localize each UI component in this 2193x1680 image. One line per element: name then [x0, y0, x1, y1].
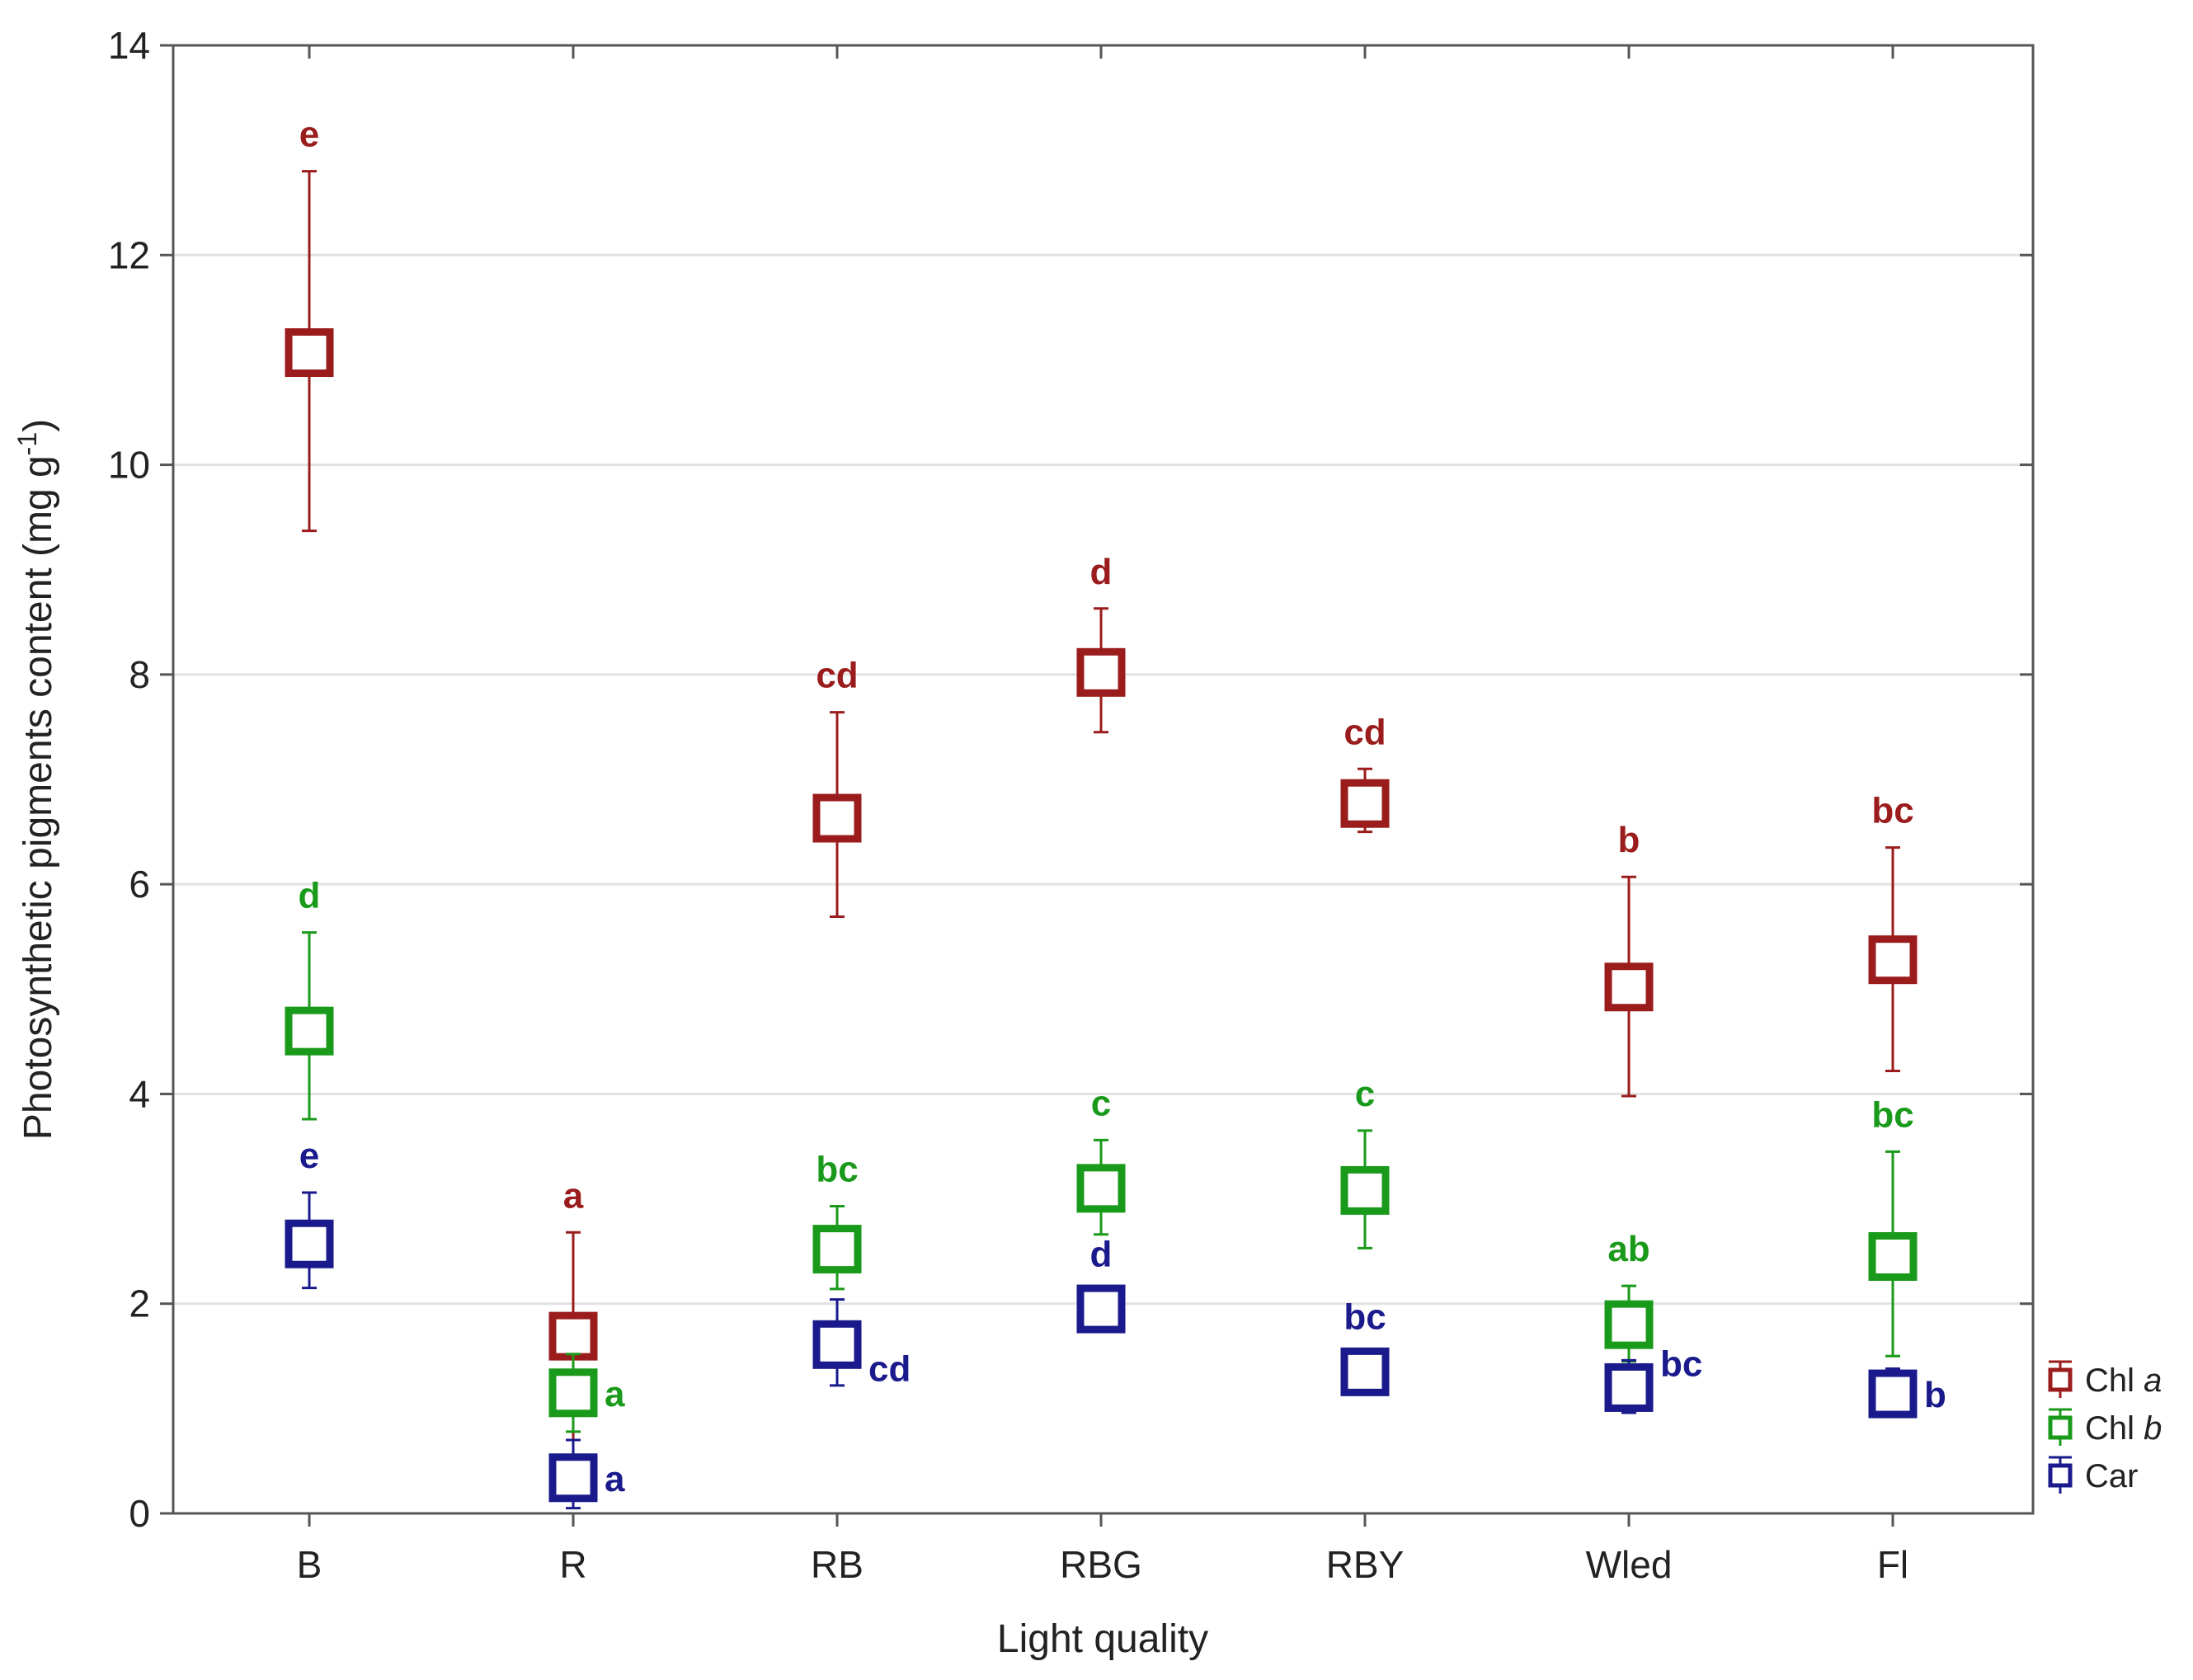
y-tick-label: 10 — [108, 444, 150, 487]
significance-label: bc — [1871, 1094, 1913, 1135]
data-point — [1868, 1369, 1918, 1419]
y-axis-title-close: ) — [16, 419, 60, 432]
significance-label: e — [299, 1136, 319, 1176]
legend-label: Chl b — [2085, 1410, 2162, 1447]
y-tick-label: 8 — [129, 653, 150, 696]
data-point — [1076, 647, 1126, 697]
data-point — [1340, 1347, 1390, 1396]
legend-swatch — [2048, 1415, 2073, 1440]
x-tick-label: B — [297, 1543, 322, 1586]
significance-label: a — [605, 1374, 625, 1414]
data-point — [1868, 935, 1918, 985]
legend-swatch — [2048, 1463, 2073, 1488]
data-point — [1604, 962, 1654, 1012]
x-axis: B R RB RBG RBY Wled Fl — [297, 45, 1908, 1586]
legend-swatch — [2048, 1367, 2073, 1392]
x-tick-label: RB — [811, 1543, 864, 1586]
data-point — [548, 1453, 598, 1503]
data-point — [285, 1006, 334, 1056]
gridlines — [173, 253, 2033, 1306]
significance-label: bc — [1660, 1344, 1702, 1384]
legend-label: Chl a — [2085, 1362, 2162, 1399]
y-axis: 0 2 4 6 8 10 12 14 — [108, 24, 2033, 1535]
y-tick-label: 12 — [108, 233, 150, 276]
significance-label: d — [299, 876, 321, 916]
data-point — [1604, 1300, 1654, 1349]
significance-label: c — [1355, 1074, 1375, 1114]
x-tick-label: Wled — [1586, 1543, 1673, 1586]
significance-label: bc — [1871, 791, 1913, 831]
y-tick-label: 6 — [129, 863, 150, 906]
significance-label: a — [563, 1175, 584, 1216]
y-tick-label: 2 — [129, 1282, 150, 1325]
y-axis-title: Photosynthetic pigments content (mg g-1) — [12, 419, 60, 1140]
significance-label: e — [299, 115, 319, 155]
x-tick-label: RBG — [1060, 1543, 1142, 1586]
y-axis-title-sup: -1 — [12, 432, 42, 455]
legend-label-italic: b — [2134, 1410, 2162, 1447]
data-point — [548, 1311, 598, 1361]
data-point — [285, 328, 334, 378]
legend-label: Car — [2085, 1458, 2138, 1494]
significance-label: b — [1618, 820, 1640, 860]
legend: Chl a Chl b Car — [2048, 1360, 2162, 1494]
data-marks: e a cd d cd b bc d a bc c c ab bc e a cd d bc bc b — [285, 115, 1946, 1510]
significance-label: bc — [816, 1149, 858, 1189]
series-car: e a cd d bc bc b — [285, 1136, 1946, 1510]
data-point — [812, 1320, 862, 1369]
significance-label: d — [1090, 1234, 1113, 1274]
data-point — [285, 1219, 334, 1268]
series-chl-b: d a bc c c ab bc — [285, 876, 1918, 1433]
significance-label: ab — [1607, 1229, 1649, 1269]
x-axis-title: Light quality — [997, 1617, 1208, 1661]
legend-label-italic: a — [2134, 1362, 2162, 1399]
plot-frame — [172, 44, 2035, 1515]
data-point — [1076, 1164, 1126, 1213]
data-point — [1340, 1165, 1390, 1215]
significance-label: cd — [868, 1348, 911, 1389]
significance-label: cd — [816, 656, 858, 696]
data-point — [1340, 779, 1390, 828]
data-point — [548, 1368, 598, 1418]
data-point — [812, 793, 862, 843]
data-point — [1868, 1232, 1918, 1281]
significance-label: b — [1924, 1375, 1946, 1415]
significance-label: d — [1090, 552, 1113, 592]
y-tick-label: 14 — [108, 24, 150, 67]
y-tick-label: 0 — [129, 1492, 150, 1535]
significance-label: bc — [1344, 1297, 1386, 1338]
data-point — [812, 1225, 862, 1274]
y-axis-title-main: Photosynthetic pigments content (mg g — [16, 455, 60, 1140]
y-tick-label: 4 — [129, 1072, 150, 1115]
x-tick-label: Fl — [1877, 1543, 1908, 1586]
x-tick-label: R — [559, 1543, 586, 1586]
significance-label: cd — [1344, 712, 1386, 752]
data-point — [1076, 1284, 1126, 1334]
significance-label: a — [605, 1459, 625, 1499]
x-tick-label: RBY — [1326, 1543, 1405, 1586]
significance-label: c — [1091, 1083, 1111, 1123]
data-point — [1604, 1362, 1654, 1412]
